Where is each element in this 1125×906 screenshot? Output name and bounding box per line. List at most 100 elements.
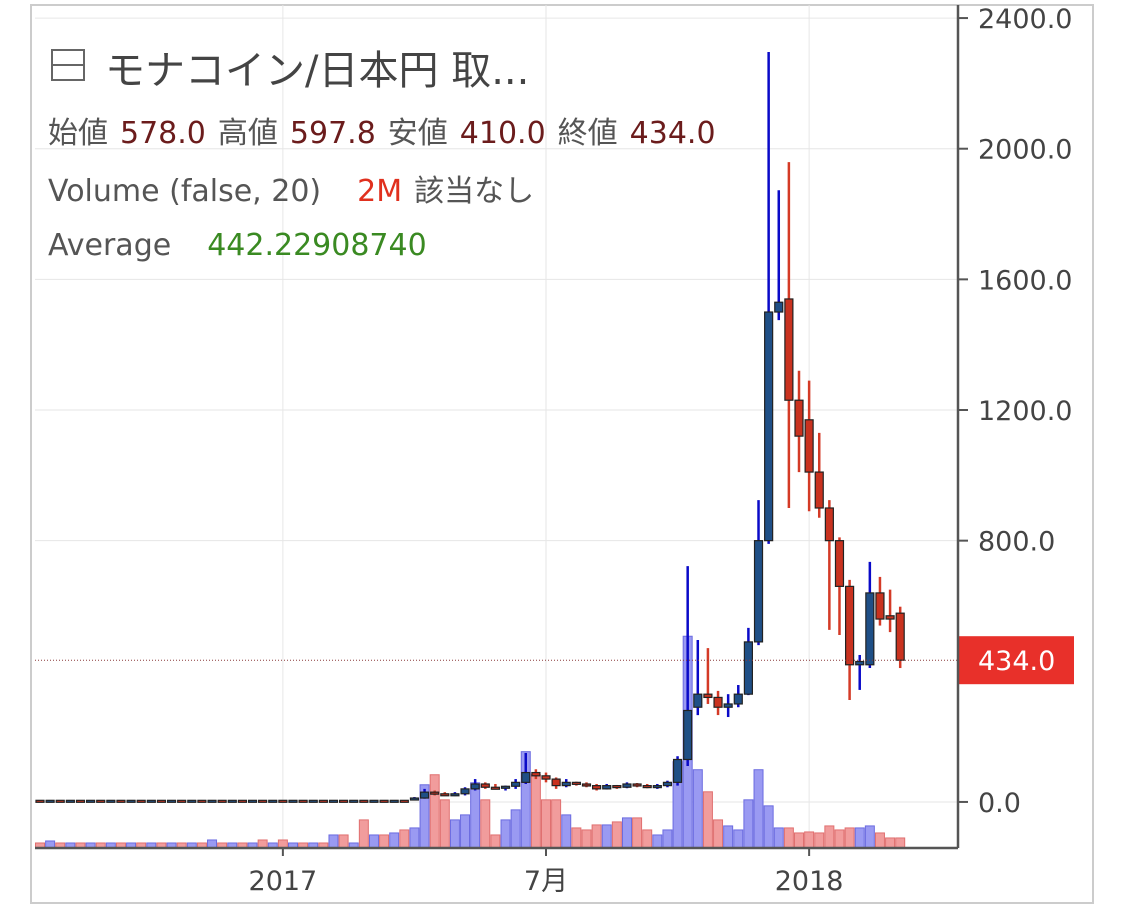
volume-bar <box>763 805 774 849</box>
candle-body <box>703 693 713 699</box>
volume-bar <box>429 774 440 849</box>
grid <box>35 5 958 848</box>
legend-note: 該当なし <box>414 174 535 209</box>
volume-bar <box>824 825 835 849</box>
candle-body <box>612 785 622 789</box>
y-tick-label: 1600.0 <box>978 265 1072 296</box>
candle-body <box>308 799 318 803</box>
candle-body <box>834 540 845 587</box>
y-tick-label: 0.0 <box>978 788 1021 819</box>
volume-bar <box>611 821 622 849</box>
volume-bar <box>874 832 885 849</box>
volume-bar <box>358 819 369 849</box>
candle-body <box>45 799 55 803</box>
candle-body <box>865 592 875 666</box>
candle-body <box>764 311 774 542</box>
volume-bar <box>834 829 845 849</box>
candle-body <box>217 799 227 803</box>
y-tick-label: 2400.0 <box>978 4 1072 35</box>
legend-label: 高値 <box>217 116 278 151</box>
volume-bar <box>601 824 612 849</box>
candle-body <box>662 781 673 787</box>
legend-label: 終値 <box>557 116 618 151</box>
volume-bar <box>773 827 784 849</box>
legend-value: 597.8 <box>289 116 376 151</box>
volume-bar <box>409 827 420 849</box>
candle-body <box>65 799 75 803</box>
candle-body <box>814 471 824 509</box>
candle-body <box>511 781 521 787</box>
volume-bar <box>662 829 673 849</box>
candle-body <box>602 785 612 790</box>
volume-bar <box>480 799 491 849</box>
volume-bar <box>510 809 521 849</box>
candle-body <box>278 799 288 803</box>
volume-bar <box>439 799 450 849</box>
candle-body <box>156 799 167 803</box>
candle-body <box>672 758 683 783</box>
candles <box>35 52 905 803</box>
candle-body <box>591 785 602 790</box>
candle-body <box>733 693 743 705</box>
volume-bar <box>571 827 582 849</box>
legend-label: Volume (false, 20) <box>48 174 322 209</box>
legend-label: 安値 <box>387 116 448 151</box>
candle-body <box>632 783 642 787</box>
volume-bar <box>723 825 734 849</box>
candle-body <box>298 799 308 803</box>
candle-body <box>753 540 764 643</box>
volume-bar <box>368 834 379 849</box>
volume-bar <box>591 824 602 849</box>
candle-body <box>652 785 662 789</box>
volume-bar <box>733 829 744 849</box>
volume-bar <box>864 825 875 849</box>
last-price-badge <box>958 636 1074 685</box>
candle-body <box>642 785 652 789</box>
candle-body <box>339 799 349 803</box>
volume-bar <box>399 829 410 849</box>
volume-bar <box>753 769 764 849</box>
volume-bar <box>338 834 349 849</box>
volume-bar <box>885 837 896 849</box>
volume-bar <box>541 799 551 849</box>
candle-body <box>328 799 339 803</box>
volume-bar <box>814 832 825 849</box>
legend-value: 410.0 <box>459 116 546 151</box>
volume-bar <box>642 829 653 849</box>
legend-value: 434.0 <box>629 116 716 151</box>
candle-body <box>713 696 723 708</box>
volume-bar <box>389 832 400 849</box>
candle-body <box>571 781 581 785</box>
candle-body <box>551 778 561 787</box>
candle-body <box>723 703 733 708</box>
volume-bar <box>652 834 663 849</box>
x-tick-label: 2018 <box>775 866 844 897</box>
candle-body <box>197 799 207 803</box>
volume-bar <box>449 819 460 849</box>
x-tick-label: 2017 <box>249 866 318 897</box>
candle-body <box>318 799 328 803</box>
volume-legend: Volume (false, 20) 2M 該当なし <box>48 166 546 210</box>
candle-body <box>804 419 814 473</box>
volume-bar <box>794 832 804 849</box>
candle-body <box>824 507 834 542</box>
frame <box>30 4 1094 904</box>
volume-bar <box>702 791 713 849</box>
volume-bar <box>692 769 703 849</box>
volume-bar <box>460 814 471 849</box>
last-price-label: 434.0 <box>978 646 1055 677</box>
candle-body <box>75 799 86 803</box>
legend-label: Average <box>48 228 172 263</box>
candle-body <box>146 799 156 803</box>
legend-value: 2M <box>357 174 403 209</box>
volume-bar <box>632 817 643 849</box>
volume-bar <box>551 799 562 849</box>
candle-body <box>136 799 146 803</box>
candle-body <box>288 799 298 803</box>
candle-body <box>683 709 693 761</box>
volume-bar <box>379 834 390 849</box>
legend-value: 578.0 <box>120 116 206 151</box>
legend-value: 442.22908740 <box>207 228 427 263</box>
